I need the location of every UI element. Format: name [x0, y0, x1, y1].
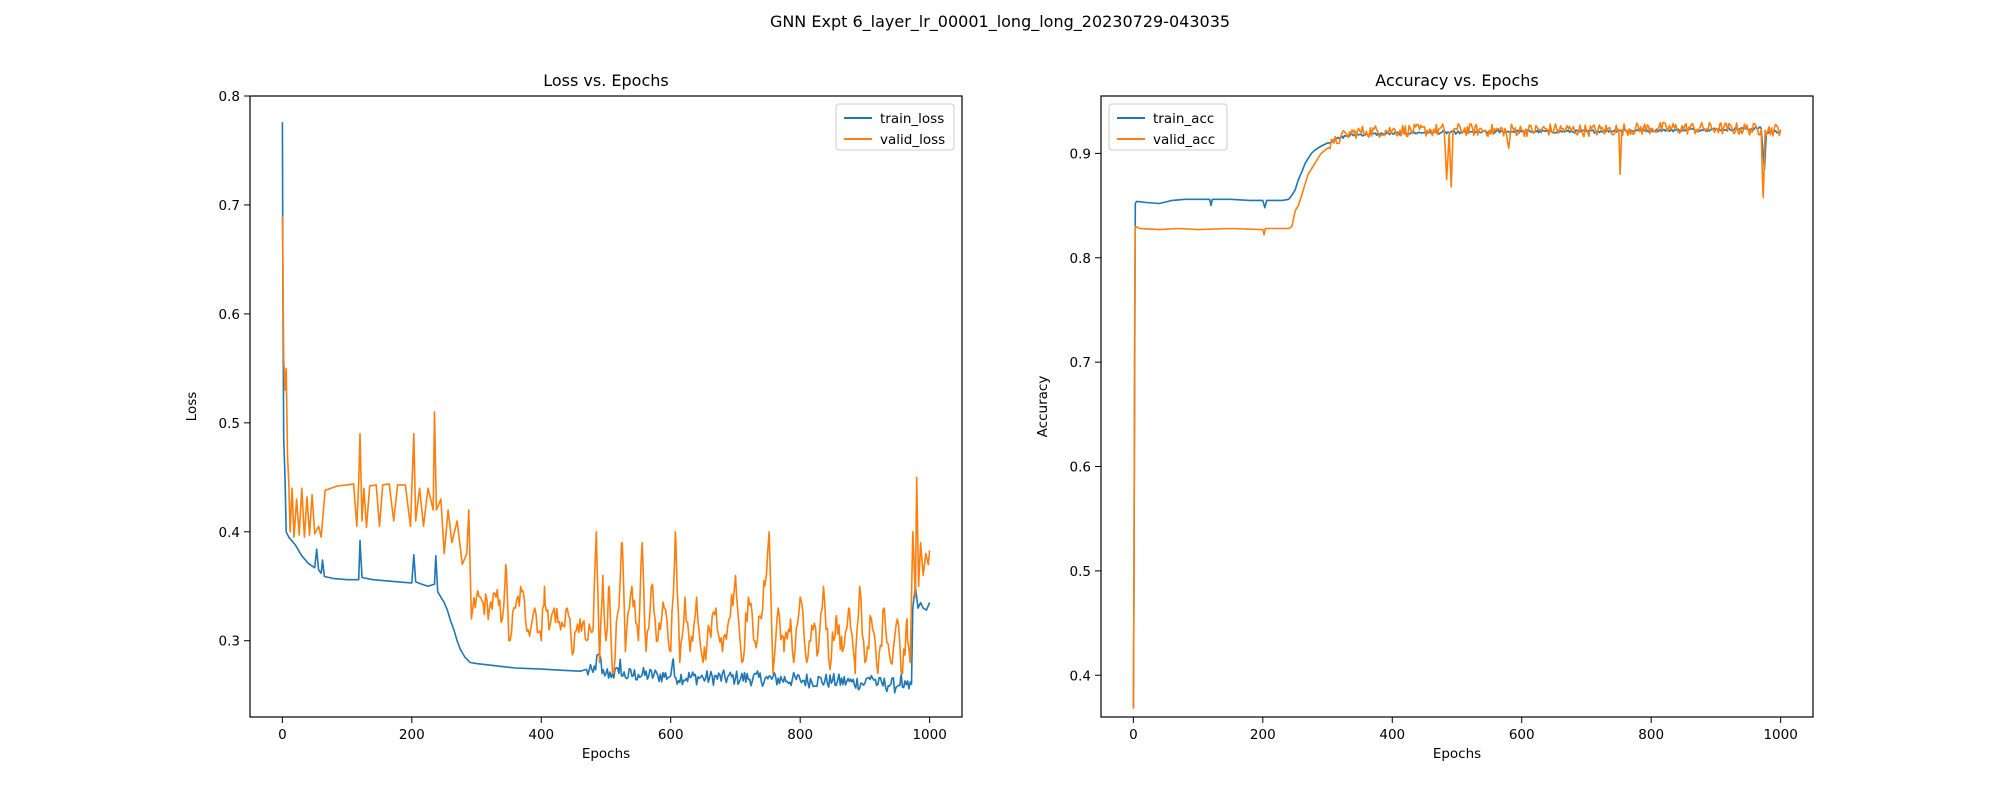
x-tick-label: 200: [1250, 727, 1276, 743]
accuracy-series-group: [1132, 121, 1782, 709]
valid_acc-line: [1132, 121, 1782, 709]
train_acc-legend-label: train_acc: [1153, 111, 1214, 127]
y-tick-label: 0.5: [1070, 564, 1091, 580]
train_acc-line: [1132, 126, 1782, 707]
accuracy-y-axis-label: Accuracy: [1035, 376, 1051, 438]
accuracy-chart: 0 200 400 600 800 1000 0.4 0.5 0.6 0.7 0.8 0.9 Accur…: [1035, 71, 1814, 762]
train_loss-legend-label: train_loss: [880, 111, 944, 127]
accuracy-legend: train_acc valid_acc: [1108, 103, 1228, 151]
y-tick-label: 0.7: [219, 198, 240, 214]
y-tick-label: 0.4: [1070, 668, 1091, 684]
x-tick-label: 400: [528, 727, 554, 743]
x-tick-label: 1000: [912, 727, 946, 743]
accuracy-chart-title: Accuracy vs. Epochs: [1375, 71, 1538, 90]
figure-title: GNN Expt 6_layer_lr_00001_long_long_2023…: [770, 12, 1230, 32]
loss-chart: 0 200 400 600 800 1000 0.3 0.4 0.5 0.6 0.7 0.8 Loss …: [184, 71, 963, 762]
valid_loss-line: [281, 215, 931, 675]
train_loss-line: [281, 122, 931, 694]
x-tick-label: 0: [1129, 727, 1138, 743]
y-tick-label: 0.6: [219, 307, 240, 323]
y-tick-label: 0.7: [1070, 355, 1091, 371]
x-tick-label: 800: [1638, 727, 1664, 743]
loss-chart-title: Loss vs. Epochs: [543, 71, 668, 90]
y-tick-label: 0.5: [219, 416, 240, 432]
y-tick-label: 0.9: [1070, 146, 1091, 162]
y-tick-label: 0.3: [219, 634, 240, 650]
x-tick-label: 400: [1379, 727, 1405, 743]
y-tick-label: 0.6: [1070, 460, 1091, 476]
y-tick-label: 0.8: [1070, 251, 1091, 267]
x-tick-label: 600: [1509, 727, 1535, 743]
loss-y-axis-label: Loss: [184, 392, 200, 422]
x-tick-label: 800: [787, 727, 813, 743]
x-tick-label: 1000: [1763, 727, 1797, 743]
valid_acc-legend-label: valid_acc: [1153, 132, 1215, 148]
accuracy-axes-frame: [1100, 95, 1814, 718]
accuracy-x-axis-label: Epochs: [1433, 746, 1481, 762]
loss-legend: train_loss valid_loss: [835, 103, 955, 151]
x-tick-label: 600: [658, 727, 684, 743]
loss-series-group: [281, 122, 931, 694]
loss-axes-frame: [249, 95, 963, 718]
y-tick-label: 0.8: [219, 89, 240, 105]
x-tick-label: 0: [278, 727, 287, 743]
y-tick-label: 0.4: [219, 525, 240, 541]
loss-x-axis-label: Epochs: [582, 746, 630, 762]
x-tick-label: 200: [399, 727, 425, 743]
valid_loss-legend-label: valid_loss: [880, 132, 945, 148]
